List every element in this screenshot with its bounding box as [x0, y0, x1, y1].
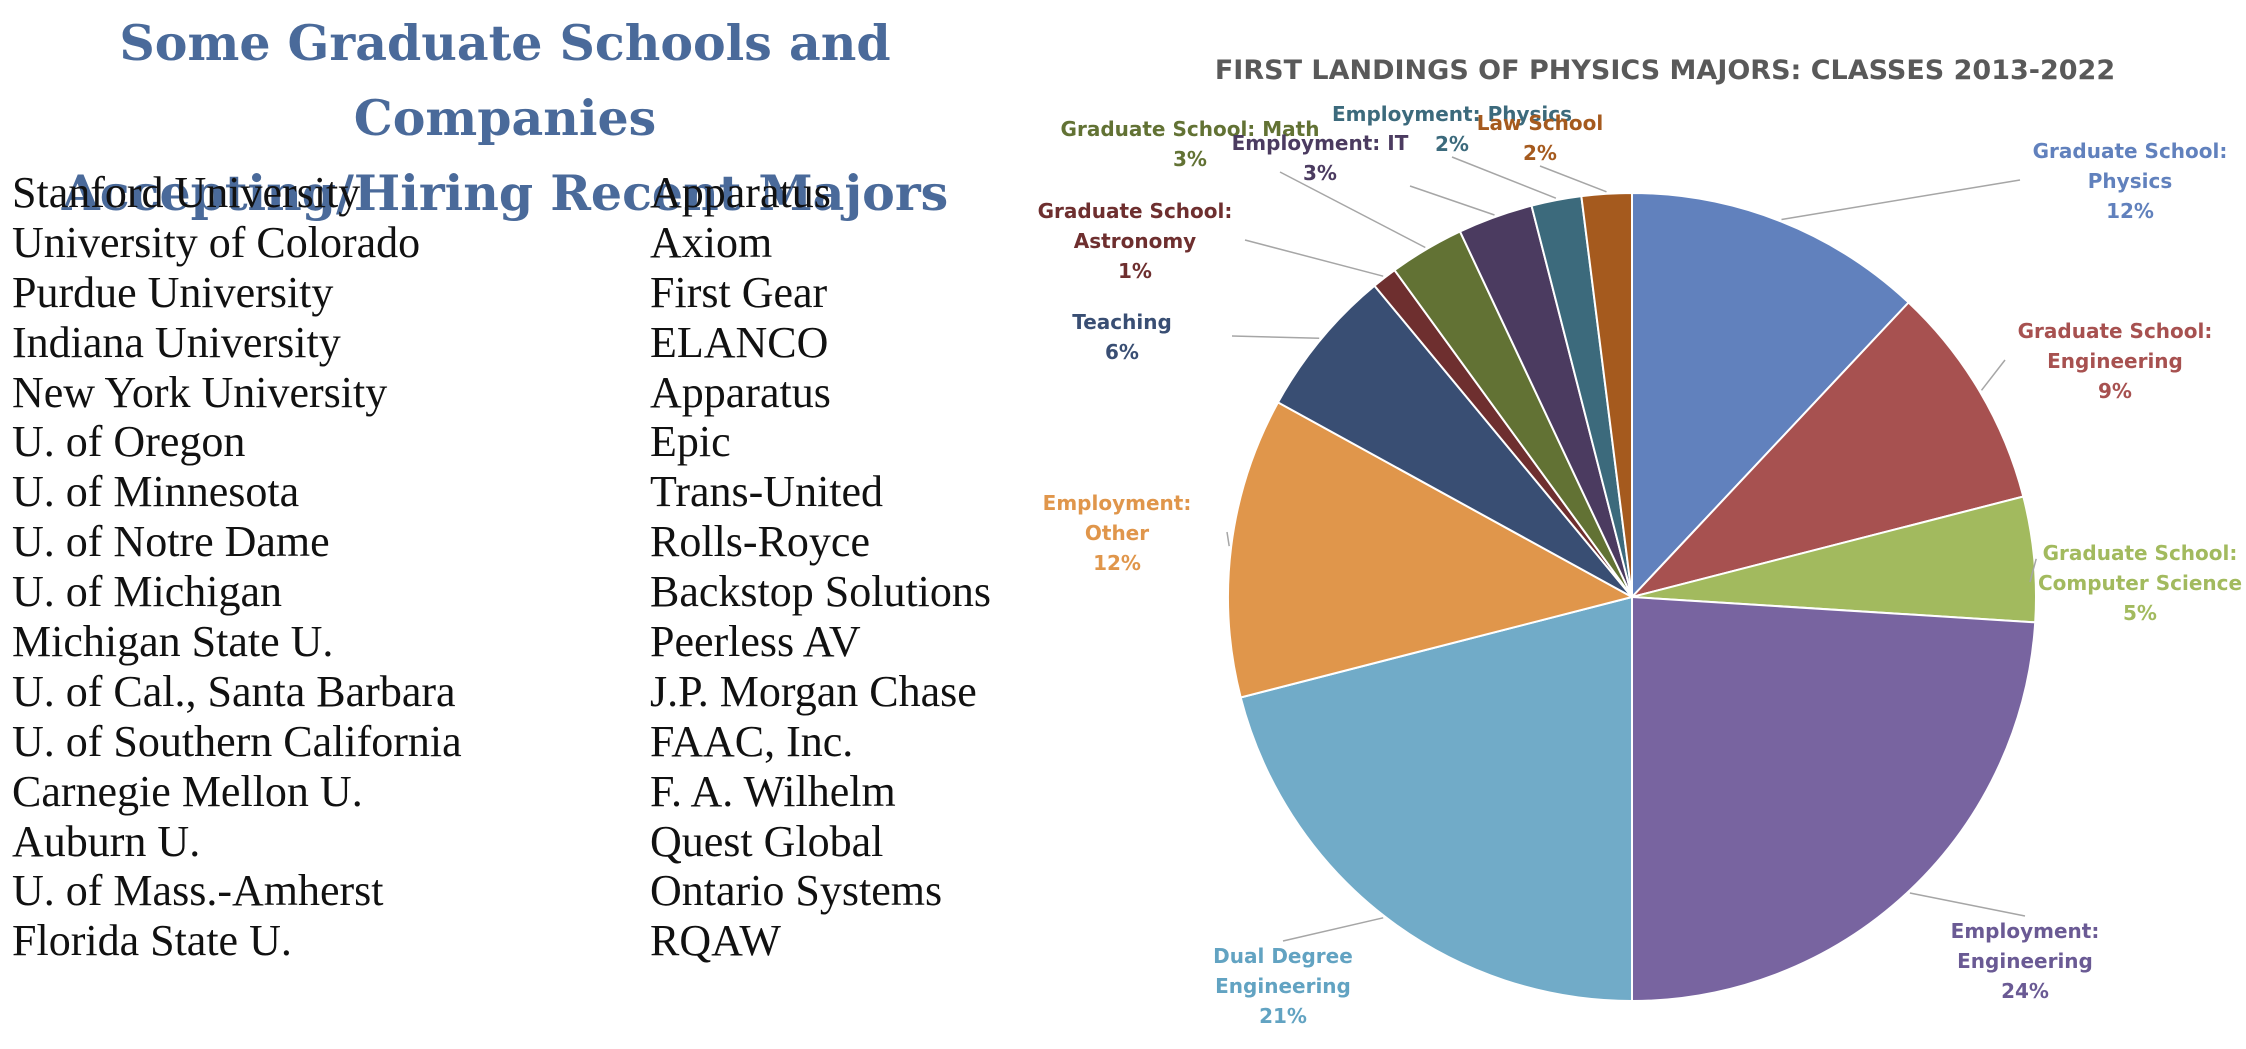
leader-line [1539, 165, 1607, 193]
slice-percent-label: 3% [1303, 161, 1337, 185]
chart-title: FIRST LANDINGS OF PHYSICS MAJORS: CLASSE… [1215, 55, 2115, 86]
pie-chart: FIRST LANDINGS OF PHYSICS MAJORS: CLASSE… [1038, 55, 2242, 1028]
company-item: Rolls-Royce [650, 517, 870, 567]
pie-slice [1276, 284, 1633, 598]
slice-category-label: Employment: IT [1232, 131, 1409, 155]
graduate-school-item: University of Colorado [12, 217, 421, 267]
title-line-2: Accepting/Hiring Recent Majors [61, 164, 949, 222]
company-item: FAAC, Inc. [650, 716, 854, 766]
company-item: Backstop Solutions [650, 567, 992, 617]
company-item: RQAW [650, 916, 781, 966]
pie-slice [1580, 191, 1633, 598]
company-item: F. A. Wilhelm [650, 766, 896, 816]
slice-category-label: Graduate School: [1038, 199, 1233, 223]
slice-percent-label: 12% [2106, 199, 2154, 223]
slice-category-label: Dual Degree [1213, 944, 1353, 968]
pie-slices [1227, 191, 2037, 1003]
graduate-school-item: Auburn U. [12, 816, 201, 866]
slice-category-label: Other [1085, 521, 1149, 545]
pie-slice [1239, 595, 1633, 1003]
slice-percent-label: 1% [1118, 259, 1152, 283]
company-item: Epic [650, 417, 731, 467]
graduate-schools-list: Stanford University University of Colorad… [12, 168, 462, 966]
left-panel-title: Some Graduate Schools and Companies Acce… [0, 6, 1010, 231]
slice-category-label: Law School [1477, 111, 1604, 135]
leader-line [1244, 239, 1384, 277]
slice-percent-label: 2% [1435, 132, 1469, 156]
graduate-school-item: Stanford University [12, 168, 361, 217]
leader-line [1909, 892, 2026, 917]
slice-labels: Graduate School: Physics 12% Graduate Schoo… [1038, 102, 2242, 1028]
graduate-school-item: U. of Southern California [12, 716, 462, 766]
leader-line [1226, 531, 1230, 547]
company-item: ELANCO [650, 317, 829, 367]
graduate-school-item: Michigan State U. [12, 617, 334, 667]
company-item: Ontario Systems [650, 866, 943, 916]
graduate-school-item: U. of Cal., Santa Barbara [12, 666, 456, 716]
slice-category-label: Employment: [1951, 919, 2100, 943]
slice-percent-label: 3% [1173, 147, 1207, 171]
pie-slice [1631, 595, 2037, 1003]
leader-line [1980, 359, 2006, 391]
slice-percent-label: 24% [2001, 979, 2049, 1003]
slice-category-label: Teaching [1072, 310, 1172, 334]
slice-category-label: Engineering [1957, 949, 2093, 973]
leader-line [1781, 179, 2021, 221]
leader-line [2029, 558, 2037, 583]
pie-slice [1631, 191, 1910, 600]
company-item: Trans-United [650, 467, 884, 517]
slice-percent-label: 6% [1105, 340, 1139, 364]
companies-list: Apparatus Axiom First Gear ELANCO Apparatus E… [650, 168, 991, 966]
slice-percent-label: 2% [1523, 141, 1557, 165]
leader-line [1409, 185, 1495, 216]
leader-lines [1226, 156, 2037, 942]
slice-category-label: Graduate School: [2018, 319, 2213, 343]
slice-percent-label: 5% [2123, 601, 2157, 625]
leader-line [1282, 917, 1384, 942]
company-item: Apparatus [650, 367, 831, 417]
slice-category-label: Graduate School: Math [1061, 117, 1320, 141]
company-item: Apparatus [650, 168, 831, 217]
graduate-school-item: Purdue University [12, 267, 334, 317]
graduate-school-item: U. of Notre Dame [12, 517, 330, 567]
graduate-school-item: U. of Michigan [12, 567, 283, 617]
slice-category-label: Physics [2088, 169, 2172, 193]
pie-slice [1227, 401, 1635, 699]
leader-line [1231, 335, 1320, 339]
graduate-school-item: U. of Mass.-Amherst [12, 866, 384, 916]
leader-line [1451, 156, 1557, 199]
company-item: Axiom [650, 217, 773, 267]
slice-category-label: Computer Science [2038, 571, 2242, 595]
graduate-school-item: Indiana University [12, 317, 341, 367]
title-line-1: Some Graduate Schools and Companies [119, 14, 891, 147]
slice-percent-label: 9% [2098, 379, 2132, 403]
slice-percent-label: 21% [1259, 1004, 1307, 1028]
leader-line [1279, 171, 1426, 249]
company-item: J.P. Morgan Chase [650, 666, 977, 716]
slice-category-label: Graduate School: [2043, 541, 2238, 565]
graduate-school-item: New York University [12, 367, 388, 417]
slice-category-label: Employment: [1043, 491, 1192, 515]
pie-slice [1628, 301, 2025, 599]
slice-category-label: Engineering [1215, 974, 1351, 998]
graduate-school-item: U. of Minnesota [12, 467, 300, 517]
graduate-school-item: Carnegie Mellon U. [12, 766, 363, 816]
company-item: Peerless AV [650, 617, 861, 667]
graduate-school-item: Florida State U. [12, 916, 292, 966]
slice-category-label: Engineering [2047, 349, 2183, 373]
slice-category-label: Employment: Physics [1332, 102, 1572, 126]
company-item: Quest Global [650, 816, 884, 866]
slice-percent-label: 12% [1093, 551, 1141, 575]
slice-category-label: Graduate School: [2033, 139, 2228, 163]
slice-category-label: Astronomy [1074, 229, 1196, 253]
graduate-school-item: U. of Oregon [12, 417, 246, 467]
company-item: First Gear [650, 267, 828, 317]
